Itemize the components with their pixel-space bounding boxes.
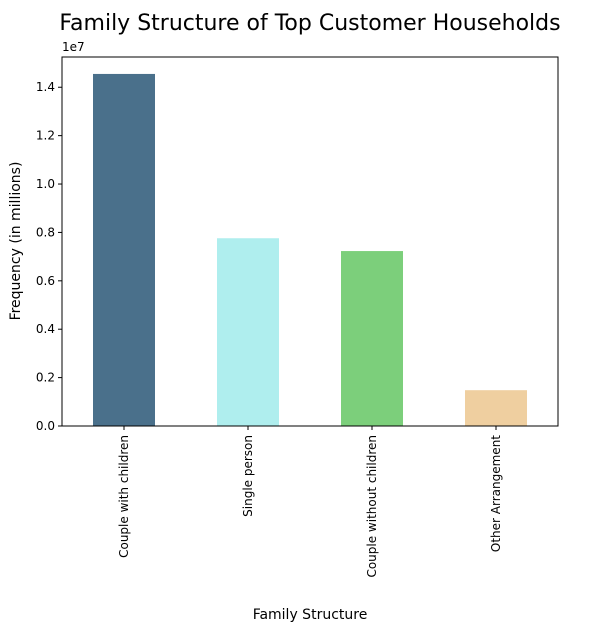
y-tick-label-0: 0.0 [36, 419, 55, 433]
x-tick-label-1: Single person [241, 435, 255, 517]
y-tick-label-4: 0.8 [36, 225, 55, 239]
x-tick-label-0: Couple with children [117, 435, 131, 558]
y-tick-label-2: 0.4 [36, 322, 55, 336]
bar-1 [93, 73, 155, 426]
y-axis-offset-label: 1e7 [62, 40, 85, 54]
bar-3 [341, 251, 403, 426]
x-tick-label-3: Other Arrangement [489, 435, 503, 552]
bar-2 [217, 238, 279, 426]
x-axis-label: Family Structure [253, 607, 368, 623]
y-tick-label-5: 1.0 [36, 177, 55, 191]
y-tick-label-3: 0.6 [36, 274, 55, 288]
y-tick-label-6: 1.2 [36, 129, 55, 143]
plot-area: 0.0 0.2 0.4 0.6 0.8 1.0 1.2 1.4 Couple with chil… [36, 56, 559, 578]
chart-title: Family Structure of Top Customer Househo… [59, 11, 560, 36]
plot-frame [61, 56, 559, 427]
x-tick-label-2: Couple without children [365, 435, 379, 578]
y-axis-label: Frequency (in millions) [8, 162, 24, 321]
y-tick-label-1: 0.2 [36, 371, 55, 385]
y-tick-label-7: 1.4 [36, 80, 55, 94]
bar-4 [465, 390, 527, 426]
